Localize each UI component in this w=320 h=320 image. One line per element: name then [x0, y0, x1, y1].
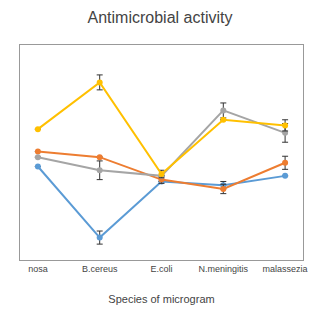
svg-text:E.coli: E.coli — [150, 264, 172, 274]
svg-text:Antimicrobial activity: Antimicrobial activity — [88, 9, 233, 26]
svg-text:nosa: nosa — [28, 264, 48, 274]
svg-text:Species of microgram: Species of microgram — [108, 293, 214, 305]
svg-text:malassezia: malassezia — [263, 264, 308, 274]
svg-text:B.cereus: B.cereus — [82, 264, 118, 274]
svg-text:N.meningitis: N.meningitis — [199, 264, 249, 274]
